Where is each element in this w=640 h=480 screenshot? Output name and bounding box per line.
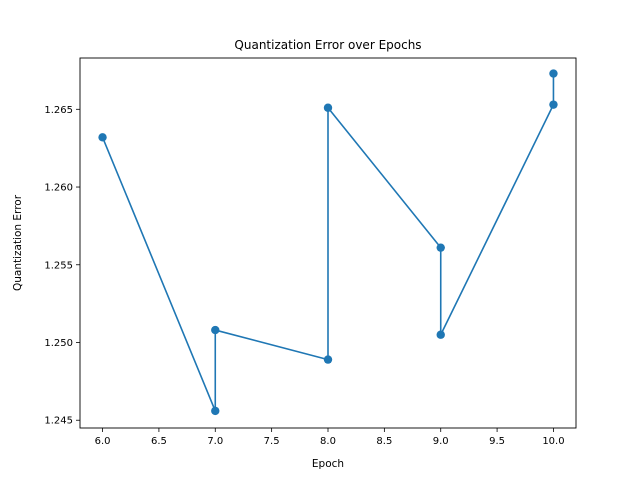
x-tick: 6.0 [95, 428, 111, 447]
y-tick: 1.250 [44, 338, 80, 349]
x-axis: 6.0 6.5 7.0 7.5 8.0 8.5 9.0 9.5 10.0 [95, 428, 565, 447]
data-point [323, 103, 333, 112]
y-axis: 1.245 1.250 1.255 1.260 1.265 [44, 105, 80, 427]
x-tick-label: 10.0 [542, 436, 564, 447]
x-tick: 6.5 [151, 428, 167, 447]
data-point [323, 355, 333, 364]
x-tick-label: 9.5 [489, 436, 505, 447]
y-tick-label: 1.260 [44, 183, 73, 194]
y-tick: 1.255 [44, 260, 80, 271]
data-point [436, 243, 445, 252]
x-tick: 9.0 [433, 428, 449, 447]
x-tick-label: 6.5 [151, 436, 167, 447]
series-layer [98, 69, 558, 416]
x-tick: 7.0 [207, 428, 223, 447]
x-tick: 7.5 [264, 428, 280, 447]
data-point [211, 325, 220, 335]
x-tick-label: 9.0 [433, 436, 449, 447]
x-tick-label: 8.5 [376, 436, 392, 447]
x-tick-label: 7.0 [207, 436, 223, 447]
x-tick: 10.0 [542, 428, 565, 447]
x-tick: 8.0 [320, 428, 336, 447]
y-tick: 1.265 [44, 105, 80, 116]
data-point [549, 100, 558, 109]
data-point [436, 330, 445, 339]
x-axis-label: Epoch [312, 458, 344, 470]
x-tick: 8.5 [376, 428, 392, 447]
y-tick: 1.260 [44, 183, 80, 194]
y-tick-label: 1.255 [44, 260, 73, 271]
y-axis-label: Quantization Error [12, 194, 24, 291]
data-point [211, 406, 220, 416]
x-tick: 9.5 [489, 428, 505, 447]
y-tick-label: 1.265 [44, 105, 73, 116]
y-tick-label: 1.250 [44, 338, 73, 349]
x-tick-label: 8.0 [320, 436, 336, 447]
x-tick-label: 6.0 [95, 436, 111, 447]
y-tick: 1.245 [44, 416, 80, 427]
chart-title: Quantization Error over Epochs [234, 38, 421, 52]
y-tick-label: 1.245 [44, 416, 73, 427]
data-point [98, 133, 107, 142]
data-point [549, 69, 558, 78]
x-tick-label: 7.5 [264, 436, 280, 447]
